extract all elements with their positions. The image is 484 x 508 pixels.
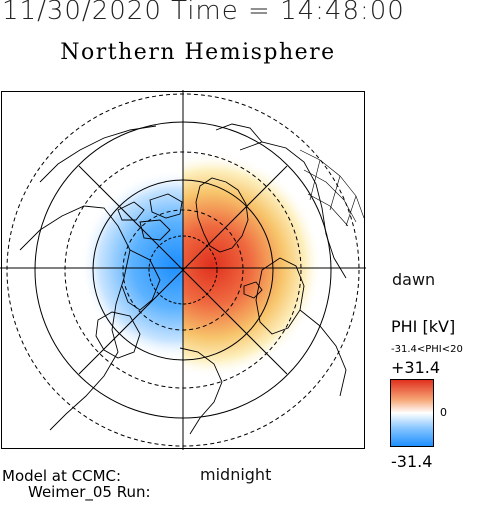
coastlines (19, 123, 347, 435)
grid-overlay (299, 149, 365, 227)
meridian-lines (0, 90, 366, 450)
negative-potential-cell (80, 170, 183, 360)
positive-potential-cell (183, 153, 322, 377)
header-time: 11/30/2020 Time = 14:48:00 (2, 0, 405, 26)
midnight-label: midnight (200, 465, 272, 484)
plot-title: Northern Hemisphere (60, 40, 336, 65)
credit-run: Weimer_05 Run: (28, 483, 151, 501)
colorbar-min-label: -31.4 (391, 452, 433, 471)
polar-potential-map (0, 90, 366, 450)
colorbar-zero-label: 0 (440, 406, 447, 419)
colorbar-title: PHI [kV] (391, 317, 456, 336)
credit-model: Model at CCMC: (2, 467, 122, 485)
colorbar-range: -31.4<PHI<20 (391, 344, 463, 355)
colorbar (390, 379, 434, 447)
colorbar-max-label: +31.4 (391, 358, 441, 377)
dawn-label: dawn (392, 270, 436, 289)
